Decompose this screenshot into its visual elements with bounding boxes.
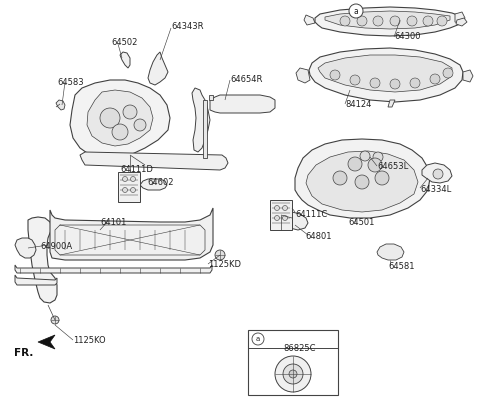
Circle shape (443, 68, 453, 78)
Circle shape (330, 70, 340, 80)
Polygon shape (422, 163, 452, 183)
Polygon shape (140, 179, 167, 190)
Polygon shape (192, 88, 210, 152)
Circle shape (350, 75, 360, 85)
Polygon shape (456, 18, 467, 26)
Text: 1125KO: 1125KO (73, 336, 106, 345)
Polygon shape (80, 152, 228, 170)
Text: FR.: FR. (14, 348, 34, 358)
Bar (118, 172, 140, 202)
Circle shape (275, 356, 311, 392)
Text: 64900A: 64900A (40, 242, 72, 251)
Text: 84124: 84124 (345, 100, 372, 109)
Polygon shape (87, 90, 153, 146)
Circle shape (275, 205, 279, 211)
Text: 64101: 64101 (100, 218, 126, 227)
Circle shape (283, 215, 288, 221)
Circle shape (349, 4, 363, 18)
Text: 64334L: 64334L (420, 185, 451, 194)
Polygon shape (463, 70, 473, 82)
Polygon shape (325, 11, 450, 29)
Circle shape (430, 74, 440, 84)
Text: 64501: 64501 (348, 218, 374, 227)
Circle shape (333, 171, 347, 185)
Circle shape (373, 16, 383, 26)
Polygon shape (50, 208, 213, 260)
Circle shape (437, 16, 447, 26)
Polygon shape (38, 335, 55, 349)
Polygon shape (388, 100, 395, 107)
Polygon shape (203, 100, 207, 158)
Circle shape (407, 16, 417, 26)
Circle shape (368, 158, 382, 172)
Circle shape (289, 370, 297, 378)
Circle shape (370, 78, 380, 88)
Circle shape (122, 188, 128, 192)
Text: 1125KD: 1125KD (208, 260, 241, 269)
Circle shape (123, 105, 137, 119)
Circle shape (215, 250, 225, 260)
Text: a: a (354, 6, 359, 16)
Text: 64111C: 64111C (295, 210, 327, 219)
Text: 64581: 64581 (388, 262, 415, 271)
Polygon shape (148, 52, 168, 85)
Circle shape (410, 78, 420, 88)
Polygon shape (315, 7, 462, 36)
Circle shape (390, 16, 400, 26)
Circle shape (375, 171, 389, 185)
Circle shape (390, 79, 400, 89)
Circle shape (283, 205, 288, 211)
Polygon shape (455, 12, 465, 24)
Polygon shape (210, 95, 275, 113)
Polygon shape (348, 146, 392, 165)
Circle shape (134, 119, 146, 131)
Circle shape (357, 16, 367, 26)
Circle shape (355, 175, 369, 189)
Text: 64653L: 64653L (377, 162, 408, 171)
Text: 64300: 64300 (394, 32, 420, 41)
Circle shape (340, 16, 350, 26)
Circle shape (131, 188, 135, 192)
Circle shape (131, 176, 135, 182)
Text: 64801: 64801 (305, 232, 332, 241)
Circle shape (100, 108, 120, 128)
Circle shape (51, 316, 59, 324)
Text: 64111D: 64111D (120, 165, 153, 174)
Polygon shape (306, 151, 418, 212)
Polygon shape (209, 95, 213, 100)
Text: 64583: 64583 (57, 78, 84, 87)
Bar (248, 330, 338, 395)
Bar (270, 200, 292, 230)
Text: 86825C: 86825C (283, 344, 315, 353)
Polygon shape (304, 15, 315, 25)
Text: a: a (256, 336, 260, 342)
Circle shape (373, 152, 383, 162)
Circle shape (122, 176, 128, 182)
Circle shape (433, 169, 443, 179)
Polygon shape (15, 275, 57, 285)
Polygon shape (318, 55, 452, 92)
Polygon shape (120, 52, 130, 68)
Polygon shape (295, 139, 430, 218)
Polygon shape (280, 212, 308, 230)
Polygon shape (309, 48, 463, 102)
Circle shape (112, 124, 128, 140)
Circle shape (275, 215, 279, 221)
Text: 64602: 64602 (147, 178, 173, 187)
Polygon shape (296, 68, 310, 83)
Polygon shape (15, 265, 212, 273)
Polygon shape (56, 100, 65, 110)
Circle shape (252, 333, 264, 345)
Text: 64502: 64502 (111, 38, 137, 47)
Circle shape (283, 364, 303, 384)
Polygon shape (28, 217, 57, 303)
Polygon shape (70, 80, 170, 158)
Text: 64654R: 64654R (230, 75, 263, 84)
Circle shape (423, 16, 433, 26)
Text: 64343R: 64343R (171, 22, 204, 31)
Polygon shape (377, 244, 404, 260)
Circle shape (360, 151, 370, 161)
Circle shape (348, 157, 362, 171)
Polygon shape (15, 238, 36, 258)
